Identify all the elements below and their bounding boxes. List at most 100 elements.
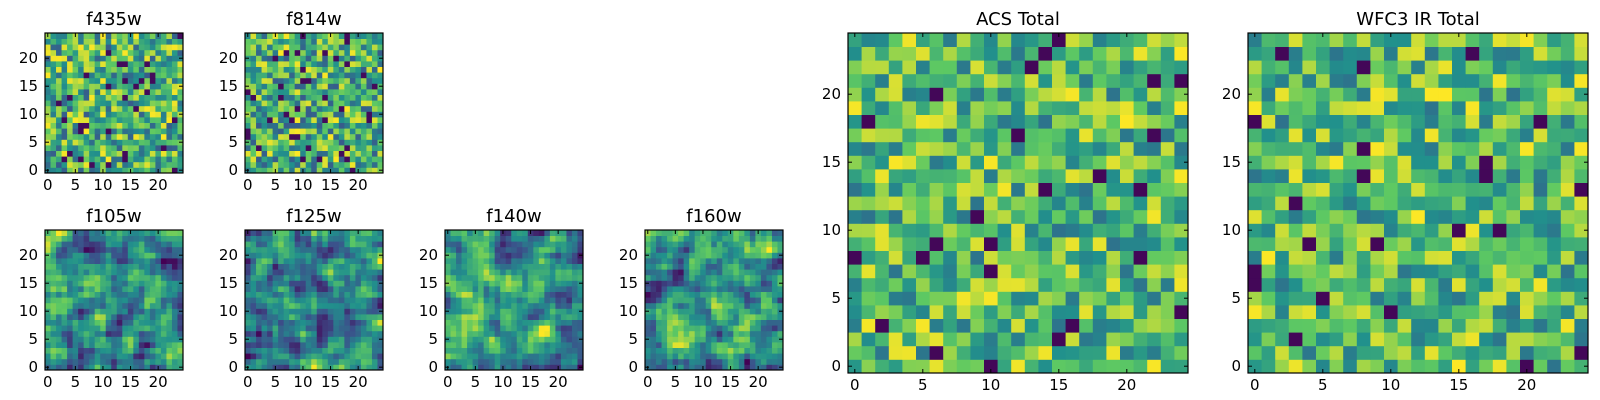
heatmap-cell bbox=[650, 252, 657, 259]
heatmap-cell bbox=[1092, 114, 1107, 129]
heatmap-cell bbox=[875, 33, 890, 47]
heatmap-cell bbox=[344, 336, 351, 343]
heatmap-cell bbox=[683, 319, 690, 326]
heatmap-cell bbox=[716, 286, 723, 292]
heatmap-cell bbox=[83, 161, 90, 168]
heatmap-cell bbox=[72, 342, 79, 348]
heatmap-cell bbox=[311, 364, 318, 371]
heatmap-cell bbox=[127, 66, 134, 73]
heatmap-cell bbox=[83, 49, 90, 56]
heatmap-cell bbox=[1079, 264, 1094, 279]
heatmap-cell bbox=[970, 87, 985, 102]
heatmap-cell bbox=[1520, 264, 1534, 279]
heatmap-cell bbox=[500, 269, 507, 276]
heatmap-cell bbox=[344, 291, 351, 298]
heatmap-cell bbox=[116, 319, 123, 326]
heatmap-cell bbox=[544, 230, 551, 236]
heatmap-cell bbox=[67, 269, 73, 276]
heatmap-cell bbox=[371, 49, 378, 56]
heatmap-cell bbox=[56, 314, 62, 320]
heatmap-cell bbox=[61, 77, 68, 84]
heatmap-cell bbox=[133, 38, 140, 45]
heatmap-cell bbox=[1174, 196, 1189, 211]
heatmap-cell bbox=[1106, 318, 1121, 333]
heatmap-cell bbox=[549, 263, 556, 270]
heatmap-cell bbox=[1024, 209, 1039, 224]
heatmap-cell bbox=[683, 274, 690, 281]
heatmap-cell bbox=[1147, 155, 1162, 170]
heatmap-cell bbox=[1547, 291, 1562, 306]
heatmap-cell bbox=[311, 308, 318, 315]
heatmap-cell bbox=[678, 263, 685, 270]
heatmap-cell bbox=[45, 66, 51, 73]
heatmap-cell bbox=[749, 364, 756, 371]
heatmap-cell bbox=[344, 274, 351, 281]
heatmap-cell bbox=[727, 258, 734, 264]
heatmap-cell bbox=[997, 87, 1012, 102]
heatmap-cell bbox=[256, 325, 262, 332]
heatmap-cell bbox=[327, 336, 334, 343]
heatmap-cell bbox=[1384, 155, 1398, 170]
heatmap-cell bbox=[678, 297, 685, 304]
heatmap-cell bbox=[267, 246, 273, 253]
heatmap-cell bbox=[122, 61, 129, 67]
heatmap-cell bbox=[327, 291, 334, 298]
heatmap-cell bbox=[355, 353, 362, 360]
heatmap-cell bbox=[656, 274, 662, 281]
heatmap-cell bbox=[694, 280, 701, 287]
heatmap-cell bbox=[1133, 332, 1148, 347]
heatmap-cell bbox=[667, 274, 673, 281]
heatmap-cell bbox=[322, 269, 329, 276]
heatmap-cell bbox=[333, 252, 340, 259]
heatmap-cell bbox=[322, 83, 329, 90]
heatmap-cell bbox=[300, 342, 307, 348]
heatmap-cell bbox=[956, 196, 971, 211]
heatmap-cell bbox=[67, 128, 73, 135]
heatmap-cell bbox=[127, 314, 134, 320]
heatmap-cell bbox=[489, 302, 496, 309]
heatmap-cell bbox=[305, 230, 312, 236]
heatmap-cell bbox=[250, 246, 257, 253]
heatmap-cell bbox=[149, 133, 156, 140]
heatmap-cell bbox=[672, 319, 679, 326]
heatmap-cell bbox=[166, 145, 173, 151]
panel-title: f814w bbox=[286, 9, 341, 30]
heatmap-cell bbox=[116, 44, 123, 51]
heatmap-cell bbox=[311, 66, 318, 73]
heatmap-cell bbox=[511, 314, 518, 320]
heatmap-cell bbox=[970, 155, 985, 170]
heatmap-cell bbox=[256, 100, 262, 107]
heatmap-cell bbox=[672, 336, 679, 343]
heatmap-cell bbox=[166, 44, 173, 51]
heatmap-cell bbox=[544, 347, 551, 354]
heatmap-cell bbox=[155, 325, 162, 332]
heatmap-cell bbox=[377, 230, 384, 236]
heatmap-cell bbox=[283, 358, 290, 365]
y-tick-label: 10 bbox=[19, 105, 38, 123]
heatmap-cell bbox=[67, 235, 73, 242]
heatmap-cell bbox=[100, 89, 107, 95]
heatmap-cell bbox=[278, 44, 285, 51]
heatmap-cell bbox=[733, 252, 740, 259]
heatmap-cell bbox=[1261, 345, 1276, 360]
heatmap-cell bbox=[1424, 169, 1439, 183]
heatmap-cell bbox=[711, 302, 718, 309]
heatmap-cell bbox=[571, 325, 578, 332]
heatmap-cell bbox=[344, 167, 351, 174]
heatmap-cell bbox=[138, 263, 145, 270]
heatmap-cell bbox=[294, 44, 301, 51]
heatmap-cell bbox=[1052, 60, 1066, 75]
heatmap-cell bbox=[105, 133, 112, 140]
heatmap-cell bbox=[1011, 155, 1026, 170]
heatmap-cell bbox=[349, 133, 356, 140]
heatmap-cell bbox=[755, 347, 762, 354]
heatmap-cell bbox=[133, 353, 140, 360]
heatmap-cell bbox=[83, 139, 90, 146]
heatmap-cell bbox=[300, 325, 307, 332]
heatmap-cell bbox=[984, 87, 998, 102]
heatmap-cell bbox=[311, 235, 318, 242]
heatmap-cell bbox=[305, 308, 312, 315]
heatmap-cell bbox=[366, 246, 373, 253]
heatmap-cell bbox=[1079, 332, 1094, 347]
heatmap-cell bbox=[294, 33, 301, 39]
